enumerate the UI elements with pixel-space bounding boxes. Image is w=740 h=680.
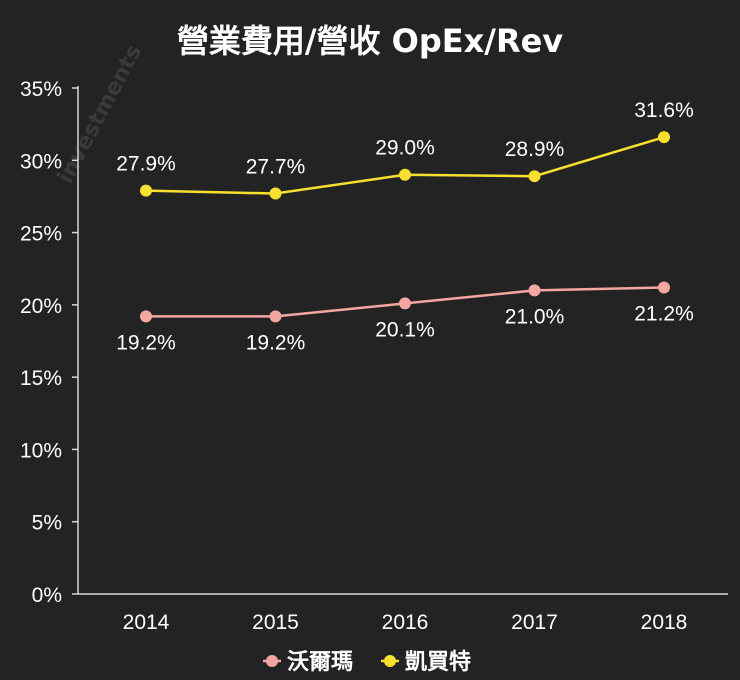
data-label: 29.0% [375,137,435,160]
data-point [140,310,152,323]
data-point [528,284,541,297]
x-tick-label: 2016 [382,611,429,634]
data-label: 21.2% [634,303,694,326]
y-tick-label: 5% [32,512,62,535]
data-point [269,187,282,200]
data-label: 28.9% [505,138,565,161]
data-label: 19.2% [116,331,176,354]
series-2: 27.9% 27.7% 29.0% 28.9% 31.6% [116,99,694,200]
x-tick-label: 2014 [123,611,170,634]
legend: 沃爾瑪 凱買特 [263,649,471,675]
data-label: 31.6% [634,99,694,122]
y-tick-label: 0% [32,584,62,607]
data-point [269,310,282,323]
y-tick-label: 35% [20,78,62,101]
y-tick-label: 20% [20,295,62,318]
data-label: 27.7% [246,156,306,179]
x-tick-label: 2017 [511,611,558,634]
data-point [140,184,152,197]
y-tick-label: 15% [20,367,62,390]
legend-marker [266,655,278,667]
x-tick-label: 2018 [641,611,688,634]
data-point [658,131,670,144]
series-1: 19.2% 19.2% 20.1% 21.0% 21.2% [116,281,694,354]
chart-title: 營業費用/營收 OpEx/Rev [177,22,563,60]
data-label: 20.1% [375,318,435,341]
data-point [399,168,411,181]
data-point [528,170,541,183]
axes: 0% 5% 10% 15% 20% 25% 30% 35% 2014 2015 2016 2017 20… [20,78,728,634]
data-label: 27.9% [116,153,176,176]
legend-marker [384,655,396,667]
series-layer: 19.2% 19.2% 20.1% 21.0% 21.2% 27.9% 27.7% 29.0%… [116,99,694,354]
y-tick-label: 30% [20,150,62,173]
x-tick-label: 2015 [252,611,299,634]
data-label: 21.0% [505,305,565,328]
legend-label: 沃爾瑪 [287,650,353,675]
y-tick-label: 25% [20,223,62,246]
data-label: 19.2% [246,331,306,354]
data-point [658,281,670,294]
data-point [399,297,411,310]
legend-label: 凱買特 [405,649,471,675]
y-tick-label: 10% [20,439,62,462]
